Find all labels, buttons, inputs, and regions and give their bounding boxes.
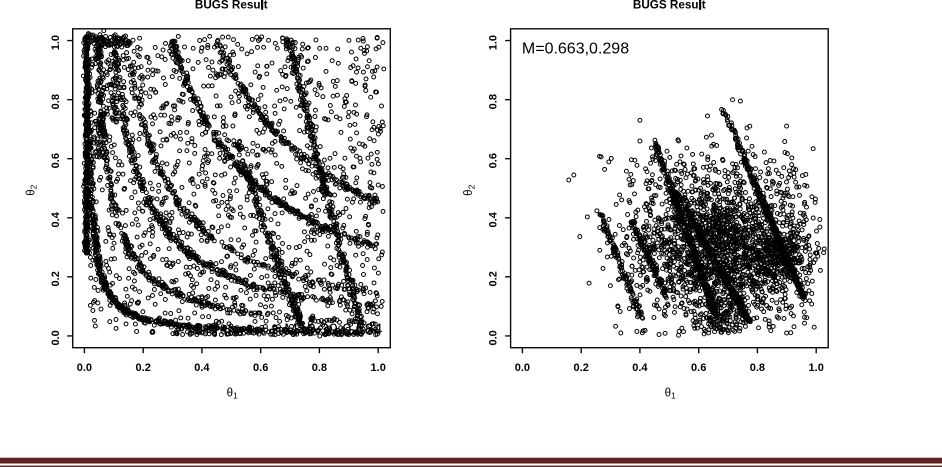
svg-text:0.4: 0.4 bbox=[632, 362, 648, 374]
svg-text:0.6: 0.6 bbox=[691, 362, 706, 374]
svg-text:θ2: θ2 bbox=[463, 184, 476, 195]
svg-text:0.0: 0.0 bbox=[77, 362, 92, 374]
svg-text:1.0: 1.0 bbox=[809, 362, 824, 374]
svg-text:0.0: 0.0 bbox=[515, 362, 530, 374]
svg-text:1.0: 1.0 bbox=[50, 35, 62, 50]
svg-text:θ1: θ1 bbox=[665, 387, 676, 400]
svg-text:1.0: 1.0 bbox=[371, 362, 386, 374]
svg-text:0.2: 0.2 bbox=[136, 362, 151, 374]
svg-text:0.0: 0.0 bbox=[488, 330, 500, 345]
svg-text:θ2: θ2 bbox=[25, 184, 38, 195]
svg-text:0.8: 0.8 bbox=[50, 94, 62, 109]
svg-text:0.8: 0.8 bbox=[750, 362, 765, 374]
svg-text:0.0: 0.0 bbox=[50, 330, 62, 345]
svg-text:0.4: 0.4 bbox=[488, 211, 500, 227]
svg-text:0.4: 0.4 bbox=[50, 211, 62, 227]
svg-text:0.6: 0.6 bbox=[50, 153, 62, 168]
svg-text:0.2: 0.2 bbox=[574, 362, 589, 374]
svg-text:0.2: 0.2 bbox=[488, 271, 500, 286]
svg-text:1.0: 1.0 bbox=[488, 35, 500, 50]
svg-text:0.6: 0.6 bbox=[253, 362, 268, 374]
svg-text:0.6: 0.6 bbox=[488, 153, 500, 168]
svg-text:0.2: 0.2 bbox=[50, 271, 62, 286]
svg-text:BUGS Result: BUGS Result bbox=[633, 0, 706, 12]
svg-text:0.8: 0.8 bbox=[488, 94, 500, 109]
svg-text:0.8: 0.8 bbox=[312, 362, 327, 374]
svg-text:BUGS Result: BUGS Result bbox=[195, 0, 268, 12]
svg-text:0.4: 0.4 bbox=[194, 362, 210, 374]
svg-text:θ1: θ1 bbox=[227, 387, 238, 400]
